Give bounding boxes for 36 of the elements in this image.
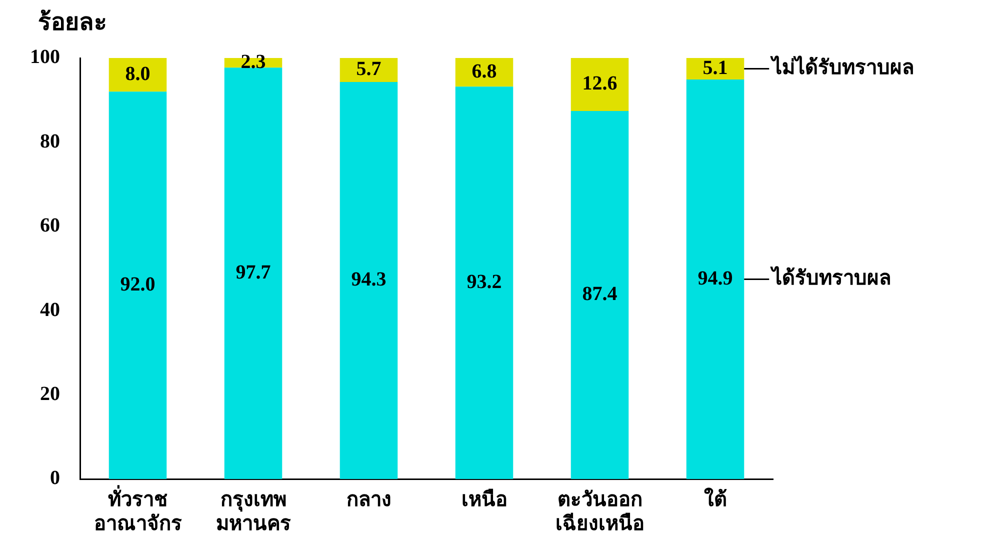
x-tick-label: ใต้ — [704, 487, 727, 512]
data-label: 93.2 — [466, 270, 502, 293]
data-label: 97.7 — [236, 262, 271, 284]
series-label: ไม่ได้รับทราบผล — [770, 54, 914, 79]
x-tick-label: เหนือ — [461, 488, 508, 512]
bar — [108, 92, 167, 479]
y-tick-label: 60 — [40, 214, 60, 237]
bar — [224, 68, 282, 479]
data-label: 5.1 — [702, 56, 728, 79]
bar — [455, 86, 514, 479]
bar — [570, 58, 629, 112]
x-tick-label: ตะวันออก เฉียงเหนือ — [555, 489, 644, 536]
x-tick-label: ทั่วราช อาณาจักร — [94, 484, 182, 536]
bar — [340, 82, 398, 479]
data-label: 2.3 — [240, 51, 266, 74]
data-label: 94.3 — [351, 268, 386, 291]
bar — [686, 79, 744, 479]
y-tick-label: 40 — [40, 298, 60, 321]
data-label: 5.7 — [356, 58, 382, 80]
data-label: 8.0 — [125, 63, 150, 86]
data-label: 6.8 — [472, 60, 497, 82]
data-label: 87.4 — [582, 283, 618, 306]
data-label: 12.6 — [582, 72, 618, 95]
data-label: 94.9 — [698, 267, 733, 290]
bar — [570, 111, 629, 479]
y-tick-label: 0 — [50, 467, 60, 490]
y-tick-label: 80 — [40, 130, 60, 152]
x-tick-label: กลาง — [346, 489, 392, 512]
y-tick-label: 100 — [30, 46, 60, 68]
data-label: 92.0 — [120, 274, 156, 296]
series-label: ได้รับทราบผล — [770, 265, 892, 290]
y-axis-title: ร้อยละ — [38, 9, 107, 36]
y-tick-label: 20 — [40, 382, 60, 405]
bar — [340, 58, 398, 82]
bar — [108, 58, 167, 92]
x-tick-label: กรุงเทพ มหานคร — [216, 489, 291, 536]
